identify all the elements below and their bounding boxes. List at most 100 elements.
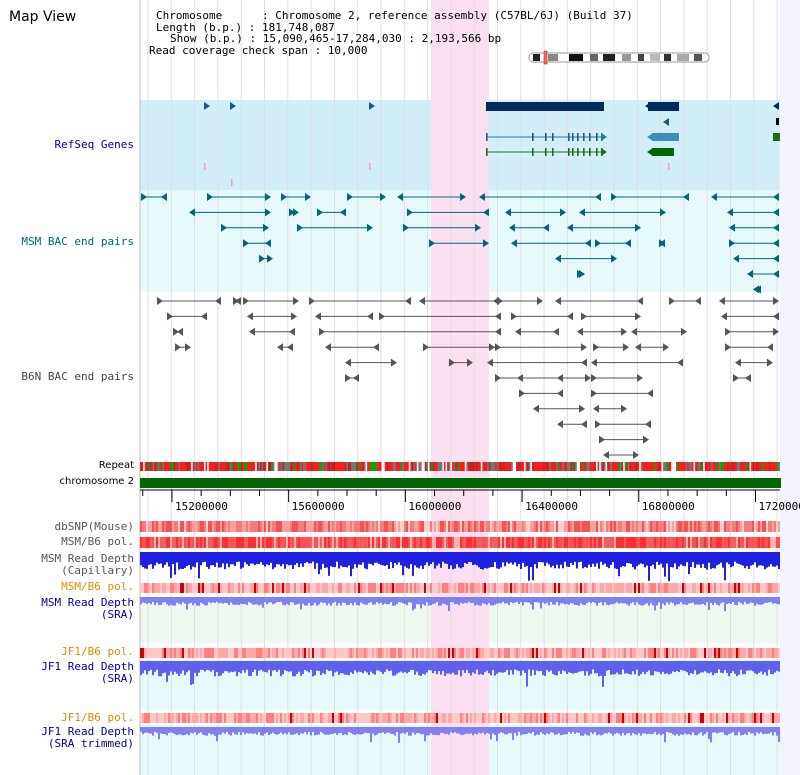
- jf1-b6-pol-strip-cell: [744, 648, 746, 658]
- msm-b6-pol-sra-strip-cell: [480, 583, 482, 593]
- jf1-depth-trim-hist-bar: [142, 727, 144, 735]
- msm-depth-capillary-hist-bar: [240, 552, 242, 569]
- msm-b6-pol-strip-cell: [746, 537, 748, 548]
- dbsnp-strip-cell: [660, 521, 662, 532]
- jf1-depth-trim-hist-bar: [588, 727, 590, 736]
- repeat-element: [652, 462, 654, 471]
- track-label-jf1-b6-pol[interactable]: JF1/B6 pol.: [61, 645, 134, 658]
- msm-b6-pol-sra-strip-cell: [464, 583, 466, 593]
- jf1-b6-pol-strip-cell: [456, 648, 458, 658]
- msm-depth-sra-hist-bar: [420, 597, 422, 609]
- jf1-b6-pol-trim-strip-cell: [642, 713, 644, 723]
- msm-depth-sra-hist-bar: [148, 597, 150, 603]
- b6n-bac-end: [309, 297, 315, 305]
- msm-b6-pol-sra-strip-cell: [606, 583, 608, 593]
- repeat-element: [378, 462, 380, 471]
- repeat-element: [333, 462, 336, 471]
- jf1-b6-pol-trim-strip-cell: [380, 713, 382, 723]
- chromosome-ideogram: [528, 50, 710, 65]
- jf1-depth-trim-hist-bar: [436, 727, 438, 735]
- jf1-depth-trim-hist-bar: [538, 727, 540, 735]
- repeat-element: [274, 462, 276, 471]
- dbsnp-strip-cell: [156, 521, 158, 532]
- repeat-element: [711, 462, 713, 471]
- msm-depth-sra-hist-bar: [410, 597, 412, 603]
- repeat-element: [727, 462, 729, 471]
- dbsnp-strip-cell: [232, 521, 234, 532]
- msm-b6-pol-sra-strip-cell: [454, 583, 456, 593]
- msm-depth-capillary-hist-bar: [600, 552, 602, 562]
- msm-b6-pol-strip-cell: [412, 537, 414, 548]
- msm-b6-pol-sra-strip-cell: [352, 583, 354, 593]
- jf1-depth-sra-hist-bar: [194, 661, 196, 673]
- jf1-b6-pol-strip-cell: [716, 648, 718, 658]
- repeat-element: [642, 462, 644, 471]
- msm-b6-pol-sra-strip-cell: [394, 583, 396, 593]
- jf1-b6-pol-trim-strip-cell: [210, 713, 212, 723]
- jf1-depth-trim-hist-bar: [672, 727, 674, 735]
- jf1-depth-trim-hist-bar: [368, 727, 370, 734]
- repeat-element: [751, 462, 753, 471]
- jf1-b6-pol-trim-strip-cell: [510, 713, 512, 723]
- track-label-msm-depth-sra[interactable]: MSM Read Depth (SRA): [41, 596, 134, 621]
- jf1-depth-sra-hist-bar: [744, 661, 746, 675]
- jf1-depth-trim-hist-bar: [350, 727, 352, 733]
- msm-depth-capillary-hist-bar: [228, 552, 230, 568]
- jf1-depth-sra-hist-bar: [466, 661, 468, 670]
- repeat-element: [284, 462, 286, 471]
- msm-depth-sra-hist-bar: [192, 597, 194, 606]
- msm-b6-pol-sra-strip-cell: [458, 583, 460, 593]
- track-label-refseq[interactable]: RefSeq Genes: [54, 138, 134, 151]
- jf1-depth-sra-hist-bar: [734, 661, 736, 674]
- msm-depth-sra-hist-bar: [194, 597, 196, 604]
- jf1-b6-pol-strip-cell: [204, 648, 206, 658]
- track-label-msm-b6-pol[interactable]: MSM/B6 pol.: [61, 535, 134, 548]
- track-label-b6n-bac[interactable]: B6N BAC end pairs: [21, 370, 134, 383]
- track-label-jf1-depth-trimmed[interactable]: JF1 Read Depth (SRA trimmed): [41, 725, 134, 750]
- jf1-depth-sra-hist-bar: [510, 661, 512, 671]
- msm-depth-capillary-hist-bar: [146, 552, 148, 569]
- jf1-b6-pol-trim-strip-cell: [728, 713, 730, 723]
- msm-depth-capillary-hist-bar: [148, 552, 150, 565]
- repeat-element: [389, 462, 392, 471]
- jf1-b6-pol-trim-strip-cell: [268, 713, 270, 723]
- dbsnp-strip-cell: [278, 521, 280, 532]
- jf1-b6-pol-strip-cell: [150, 648, 152, 658]
- jf1-depth-sra-hist-bar: [598, 661, 600, 677]
- track-label-jf1-depth-sra[interactable]: JF1 Read Depth (SRA): [41, 660, 134, 685]
- jf1-b6-pol-trim-strip-cell: [186, 713, 188, 723]
- msm-depth-capillary-hist-bar: [304, 552, 306, 563]
- jf1-b6-pol-strip-cell: [586, 648, 588, 658]
- dbsnp-strip-cell: [326, 521, 328, 532]
- ideogram-band: [533, 54, 540, 61]
- dbsnp-strip-cell: [152, 521, 154, 532]
- msm-b6-pol-strip-cell: [250, 537, 252, 548]
- jf1-b6-pol-strip-cell: [188, 648, 190, 658]
- dbsnp-strip-cell: [428, 521, 430, 532]
- msm-depth-sra-hist-bar: [170, 597, 172, 605]
- msm-depth-sra-hist-bar: [760, 597, 762, 605]
- jf1-depth-trim-hist-bar: [188, 727, 190, 736]
- track-label-jf1-b6-pol-trimmed[interactable]: JF1/B6 pol.: [61, 711, 134, 724]
- track-label-dbsnp[interactable]: dbSNP(Mouse): [54, 520, 134, 533]
- track-label-msm-b6-pol-sra[interactable]: MSM/B6 pol.: [61, 580, 134, 593]
- track-label-msm-depth-capillary[interactable]: MSM Read Depth (Capillary): [41, 552, 134, 577]
- dbsnp-strip-cell: [218, 521, 220, 532]
- jf1-depth-trim-hist-bar: [306, 727, 308, 735]
- jf1-depth-trim-hist-bar: [184, 727, 186, 735]
- jf1-b6-pol-trim-strip-cell: [426, 713, 428, 723]
- jf1-depth-trim-hist-bar: [244, 727, 246, 735]
- track-label-msm-bac[interactable]: MSM BAC end pairs: [21, 235, 134, 248]
- msm-depth-sra-hist-bar: [188, 597, 190, 604]
- msm-depth-capillary-hist-bar: [502, 552, 504, 563]
- jf1-depth-sra-hist-bar: [722, 661, 724, 674]
- repeat-element: [149, 462, 152, 471]
- msm-depth-sra-hist-bar: [756, 597, 758, 604]
- msm-depth-capillary-hist-bar: [212, 552, 214, 566]
- msm-b6-pol-sra-strip-cell: [286, 583, 288, 593]
- jf1-b6-pol-trim-strip-cell: [406, 713, 408, 723]
- msm-depth-capillary-hist-bar: [150, 552, 152, 565]
- msm-b6-pol-sra-strip-cell: [716, 583, 718, 593]
- jf1-b6-pol-strip-cell: [234, 648, 236, 658]
